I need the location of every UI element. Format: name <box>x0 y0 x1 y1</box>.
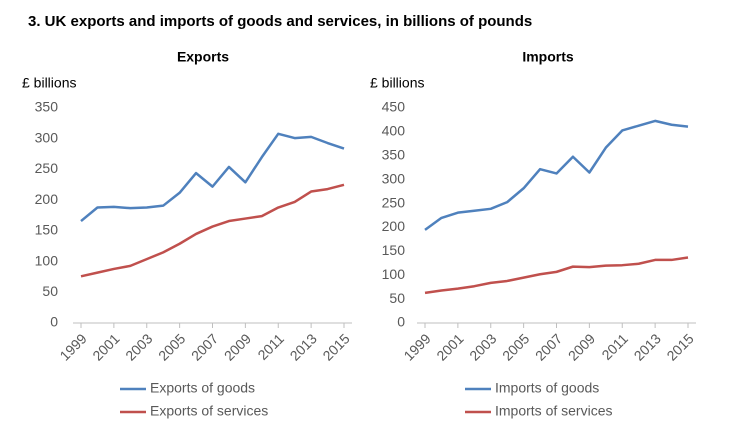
y-tick-label: 0 <box>397 314 405 330</box>
x-tick-label: 2013 <box>631 330 664 363</box>
series-line <box>424 119 689 231</box>
y-tick-label: 300 <box>35 129 59 145</box>
x-tick-label: 2003 <box>466 330 499 363</box>
x-tick-label: 2009 <box>565 330 598 363</box>
x-tick-label: 2007 <box>188 330 221 363</box>
x-tick-label: 2007 <box>532 330 565 363</box>
y-tick-label: 50 <box>389 290 405 306</box>
legend-label: Imports of goods <box>495 380 599 396</box>
y-tick-label: 150 <box>382 242 406 258</box>
y-tick-label: 250 <box>382 194 406 210</box>
x-tick-label: 2011 <box>254 330 287 363</box>
x-tick-label: 2005 <box>155 330 188 363</box>
page-title: 3. UK exports and imports of goods and s… <box>28 13 532 30</box>
legend-label: Exports of goods <box>150 380 255 396</box>
x-tick-label: 2011 <box>598 330 631 363</box>
y-tick-label: 150 <box>35 222 59 238</box>
y-tick-label: 100 <box>382 266 406 282</box>
x-tick-label: 2009 <box>221 330 254 363</box>
x-tick-label: 2005 <box>499 330 532 363</box>
series-line <box>80 183 345 278</box>
x-tick-label: 2001 <box>433 330 466 363</box>
y-tick-label: 400 <box>382 123 406 139</box>
y-tick-label: 350 <box>382 146 406 162</box>
y-axis-label: £ billions <box>370 75 424 91</box>
chart-title: Exports <box>177 49 229 65</box>
series-line <box>424 256 689 295</box>
y-tick-label: 200 <box>35 191 59 207</box>
x-tick-label: 1999 <box>400 330 433 363</box>
y-tick-label: 250 <box>35 160 59 176</box>
chart-title: Imports <box>522 49 574 65</box>
y-tick-label: 100 <box>35 252 59 268</box>
y-tick-label: 450 <box>382 99 406 115</box>
legend-label: Imports of services <box>495 403 612 419</box>
x-tick-label: 2013 <box>287 330 320 363</box>
x-tick-label: 2015 <box>319 330 352 363</box>
series-line <box>80 132 345 222</box>
y-axis-label: £ billions <box>22 75 76 91</box>
x-tick-label: 2001 <box>89 330 122 363</box>
x-tick-label: 1999 <box>56 330 89 363</box>
y-tick-label: 300 <box>382 170 406 186</box>
legend-label: Exports of services <box>150 403 268 419</box>
y-tick-label: 350 <box>35 99 59 115</box>
y-tick-label: 0 <box>50 314 58 330</box>
y-tick-label: 50 <box>42 283 58 299</box>
x-tick-label: 2015 <box>663 330 696 363</box>
x-tick-label: 2003 <box>122 330 155 363</box>
y-tick-label: 200 <box>382 218 406 234</box>
